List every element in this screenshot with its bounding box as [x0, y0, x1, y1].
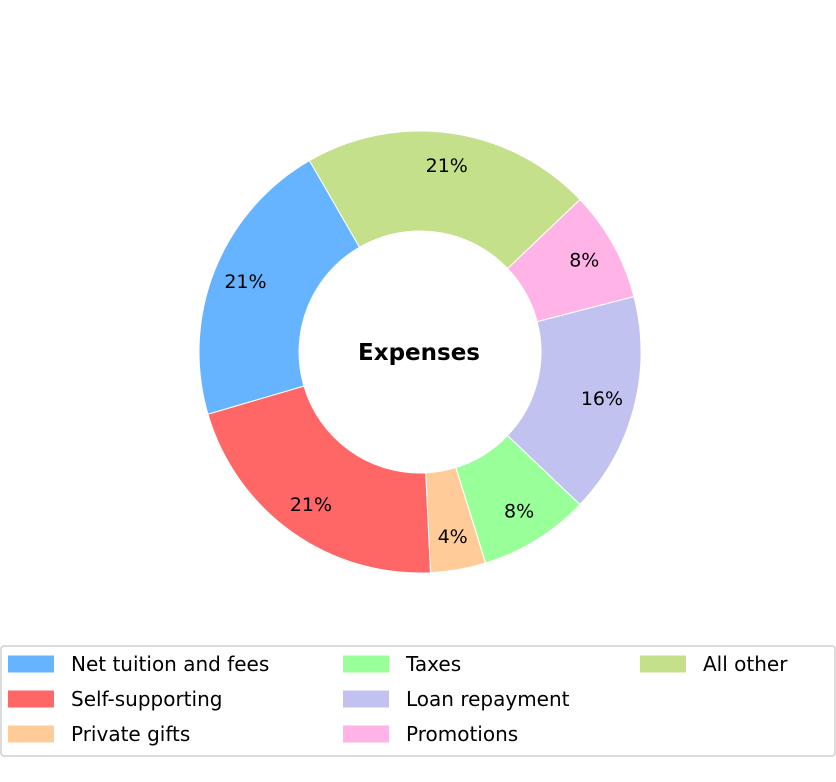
slice-loan-repayment: [506, 295, 642, 506]
legend-label-private-gifts: Private gifts: [71, 722, 190, 746]
slice-label-net-tuition-and-fees: 21%: [224, 271, 266, 293]
legend-swatch-loan-repayment: [343, 690, 389, 708]
legend-label-promotions: Promotions: [406, 722, 518, 746]
legend-swatch-private-gifts: [8, 725, 54, 743]
legend-frame: [0, 645, 836, 757]
slice-label-private-gifts: 4%: [438, 526, 468, 548]
legend-label-net-tuition-and-fees: Net tuition and fees: [71, 652, 269, 676]
legend-swatch-self-supporting: [8, 690, 54, 708]
legend-swatch-promotions: [343, 725, 389, 743]
slice-all-other: [308, 130, 581, 270]
slice-label-loan-repayment: 16%: [581, 388, 623, 410]
slice-value-labels: 21% 21% 4% 8% 16% 8% 21%: [224, 155, 623, 548]
legend-label-all-other: All other: [703, 652, 788, 676]
legend-label-taxes: Taxes: [405, 652, 461, 676]
donut-slices: [198, 130, 642, 574]
slice-label-promotions: 8%: [569, 250, 599, 272]
center-title: Expenses: [358, 340, 480, 366]
slice-label-self-supporting: 21%: [290, 494, 332, 516]
slice-self-supporting: [207, 385, 432, 574]
slice-net-tuition-and-fees: [198, 159, 361, 415]
legend-label-self-supporting: Self-supporting: [71, 687, 222, 711]
legend-label-loan-repayment: Loan repayment: [406, 687, 570, 711]
slice-label-all-other: 21%: [426, 155, 468, 177]
legend-swatch-all-other: [640, 655, 686, 673]
legend-swatch-net-tuition-and-fees: [8, 655, 54, 673]
slice-label-taxes: 8%: [504, 501, 534, 523]
legend-swatch-taxes: [343, 655, 389, 673]
legend: Net tuition and fees Self-supporting Priva…: [0, 645, 836, 757]
